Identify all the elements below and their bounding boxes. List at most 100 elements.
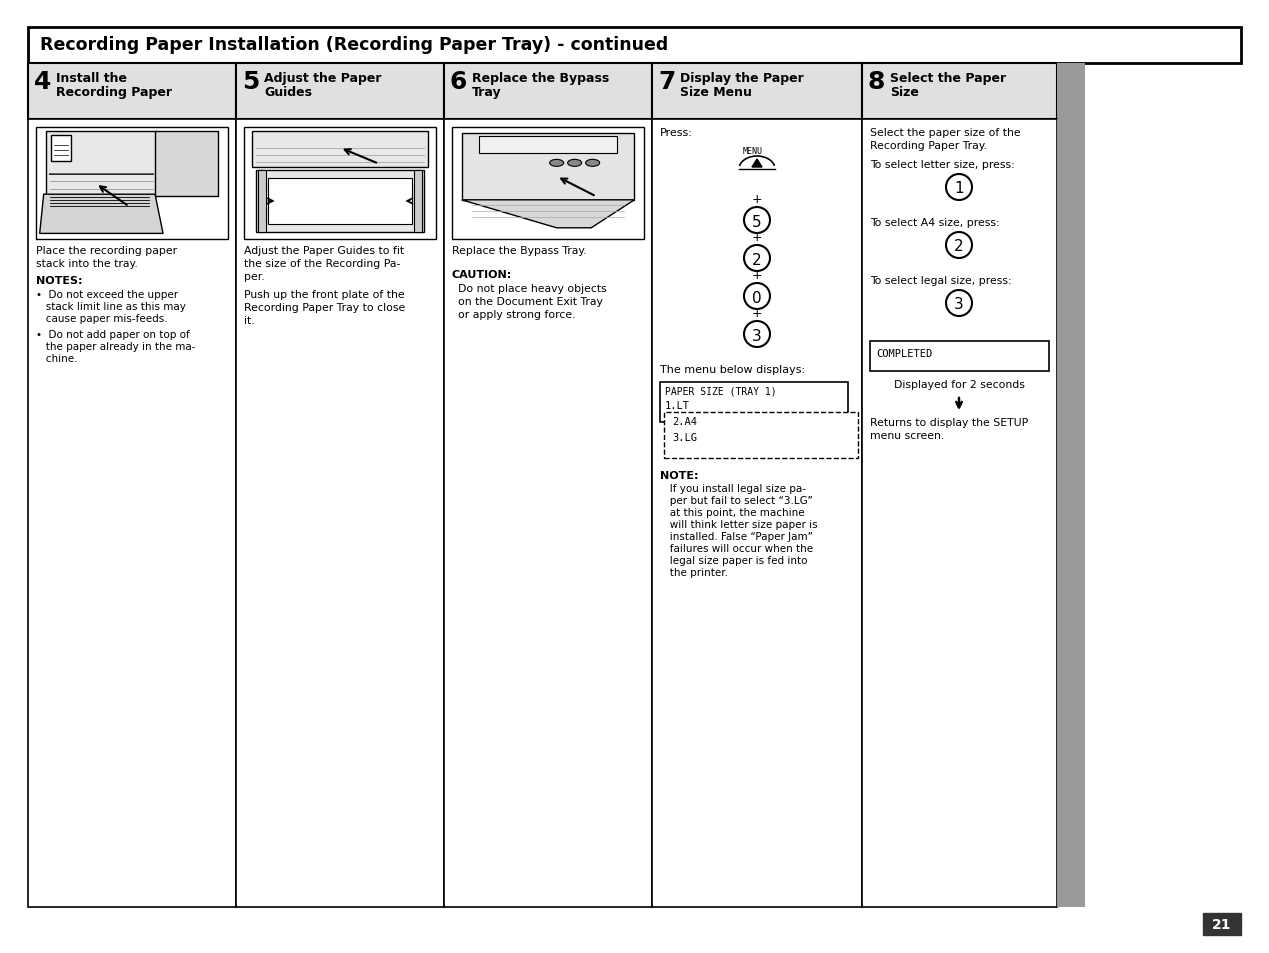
Text: 3.LG: 3.LG bbox=[673, 433, 697, 442]
Text: Press:: Press: bbox=[660, 128, 693, 138]
Text: The menu below displays:: The menu below displays: bbox=[660, 365, 805, 375]
Text: NOTES:: NOTES: bbox=[36, 275, 82, 286]
Bar bbox=[862, 64, 1057, 120]
Text: Display the Paper: Display the Paper bbox=[680, 71, 803, 85]
Text: 2.A4: 2.A4 bbox=[673, 416, 697, 427]
Text: menu screen.: menu screen. bbox=[871, 431, 944, 440]
Ellipse shape bbox=[585, 160, 600, 167]
Bar bbox=[244, 128, 437, 240]
Text: Select the paper size of the: Select the paper size of the bbox=[871, 128, 1020, 138]
Bar bbox=[236, 120, 444, 907]
Text: it.: it. bbox=[244, 315, 255, 326]
Bar bbox=[51, 135, 71, 162]
Text: COMPLETED: COMPLETED bbox=[876, 349, 933, 358]
Text: installed. False “Paper Jam”: installed. False “Paper Jam” bbox=[660, 532, 813, 541]
Polygon shape bbox=[462, 200, 634, 229]
Text: 7: 7 bbox=[659, 70, 675, 94]
Text: chine.: chine. bbox=[36, 354, 77, 364]
Text: Displayed for 2 seconds: Displayed for 2 seconds bbox=[893, 379, 1024, 390]
Bar bbox=[268, 178, 412, 225]
Bar bbox=[444, 64, 652, 120]
Circle shape bbox=[744, 322, 770, 348]
Text: Returns to display the SETUP: Returns to display the SETUP bbox=[871, 417, 1028, 428]
Text: •  Do not add paper on top of: • Do not add paper on top of bbox=[36, 330, 190, 339]
Bar bbox=[46, 132, 157, 197]
Bar bbox=[652, 64, 862, 120]
Text: MENU: MENU bbox=[744, 147, 763, 156]
Text: Place the recording paper: Place the recording paper bbox=[36, 246, 178, 255]
Text: Adjust the Paper: Adjust the Paper bbox=[264, 71, 382, 85]
Text: Install the: Install the bbox=[56, 71, 127, 85]
Text: Replace the Bypass: Replace the Bypass bbox=[472, 71, 609, 85]
Text: will think letter size paper is: will think letter size paper is bbox=[660, 519, 817, 530]
Text: Select the Paper: Select the Paper bbox=[890, 71, 1006, 85]
Text: Recording Paper: Recording Paper bbox=[56, 86, 173, 99]
Text: To select letter size, press:: To select letter size, press: bbox=[871, 160, 1015, 170]
Bar bbox=[28, 28, 1241, 64]
Bar bbox=[36, 128, 228, 240]
Bar bbox=[660, 382, 848, 422]
Text: 3: 3 bbox=[954, 296, 964, 312]
Polygon shape bbox=[753, 160, 761, 168]
Text: Recording Paper Installation (Recording Paper Tray) - continued: Recording Paper Installation (Recording … bbox=[41, 36, 669, 54]
Bar bbox=[415, 171, 423, 233]
Text: 3: 3 bbox=[753, 329, 761, 344]
Text: the printer.: the printer. bbox=[660, 567, 728, 578]
Circle shape bbox=[945, 233, 972, 258]
Text: Replace the Bypass Tray.: Replace the Bypass Tray. bbox=[452, 246, 586, 255]
Text: To select legal size, press:: To select legal size, press: bbox=[871, 275, 1011, 286]
Text: Tray: Tray bbox=[472, 86, 501, 99]
Text: 1.LT: 1.LT bbox=[665, 400, 690, 411]
Text: 0: 0 bbox=[753, 291, 761, 306]
Bar bbox=[1057, 64, 1085, 120]
Text: or apply strong force.: or apply strong force. bbox=[458, 310, 576, 319]
Text: 21: 21 bbox=[1212, 917, 1232, 931]
Text: at this point, the machine: at this point, the machine bbox=[660, 507, 805, 517]
Bar bbox=[28, 64, 236, 120]
Text: cause paper mis-feeds.: cause paper mis-feeds. bbox=[36, 314, 168, 324]
Bar bbox=[155, 132, 218, 197]
Text: Do not place heavy objects: Do not place heavy objects bbox=[458, 284, 607, 294]
Bar bbox=[664, 413, 858, 458]
Text: NOTE:: NOTE: bbox=[660, 471, 698, 480]
Text: •  Do not exceed the upper: • Do not exceed the upper bbox=[36, 290, 178, 299]
Text: Push up the front plate of the: Push up the front plate of the bbox=[244, 290, 405, 299]
Bar bbox=[236, 64, 444, 120]
Text: stack limit line as this may: stack limit line as this may bbox=[36, 302, 185, 312]
Text: per.: per. bbox=[244, 272, 265, 282]
Text: on the Document Exit Tray: on the Document Exit Tray bbox=[458, 296, 603, 307]
Text: the paper already in the ma-: the paper already in the ma- bbox=[36, 341, 195, 352]
Text: PAPER SIZE (TRAY 1): PAPER SIZE (TRAY 1) bbox=[665, 387, 777, 396]
Circle shape bbox=[744, 284, 770, 310]
Bar bbox=[251, 132, 429, 168]
Bar bbox=[258, 171, 265, 233]
Text: 8: 8 bbox=[868, 70, 886, 94]
Ellipse shape bbox=[567, 160, 581, 167]
Circle shape bbox=[744, 208, 770, 233]
Text: Size Menu: Size Menu bbox=[680, 86, 751, 99]
Bar bbox=[28, 120, 236, 907]
Text: +: + bbox=[751, 193, 763, 206]
Bar bbox=[255, 171, 424, 233]
Text: 5: 5 bbox=[242, 70, 259, 94]
Text: 4: 4 bbox=[34, 70, 51, 94]
Text: stack into the tray.: stack into the tray. bbox=[36, 258, 138, 269]
Bar bbox=[871, 341, 1049, 372]
Bar bbox=[862, 120, 1057, 907]
Text: the size of the Recording Pa-: the size of the Recording Pa- bbox=[244, 258, 401, 269]
Text: 2: 2 bbox=[753, 253, 761, 268]
Ellipse shape bbox=[549, 160, 563, 167]
Bar bbox=[478, 137, 617, 153]
Polygon shape bbox=[39, 195, 162, 234]
Text: Adjust the Paper Guides to fit: Adjust the Paper Guides to fit bbox=[244, 246, 404, 255]
Text: per but fail to select “3.LG”: per but fail to select “3.LG” bbox=[660, 496, 812, 505]
Text: 5: 5 bbox=[753, 214, 761, 230]
Text: legal size paper is fed into: legal size paper is fed into bbox=[660, 556, 807, 565]
Text: +: + bbox=[751, 269, 763, 282]
Bar bbox=[652, 120, 862, 907]
Text: 6: 6 bbox=[450, 70, 467, 94]
Text: If you install legal size pa-: If you install legal size pa- bbox=[660, 483, 806, 494]
Bar bbox=[1057, 120, 1085, 907]
Text: To select A4 size, press:: To select A4 size, press: bbox=[871, 218, 1000, 228]
Bar bbox=[452, 128, 643, 240]
